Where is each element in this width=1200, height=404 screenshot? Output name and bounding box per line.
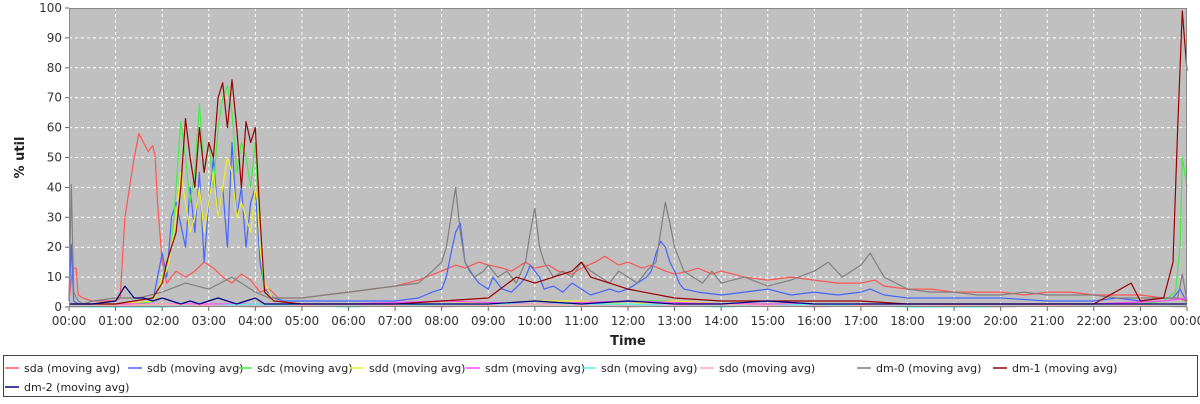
x-tick-label: 16:00 — [797, 314, 832, 328]
series-line-9 — [69, 285, 1187, 305]
legend-label: sdm (moving avg) — [485, 362, 585, 375]
x-tick-label: 15:00 — [750, 314, 785, 328]
x-tick-label: 14:00 — [704, 314, 739, 328]
series-line-1 — [68, 141, 1188, 305]
y-tick-label: 30 — [47, 210, 62, 224]
x-tick-label: 20:00 — [983, 314, 1018, 328]
y-tick-label: 50 — [47, 151, 62, 165]
x-tick-label: 07:00 — [378, 314, 413, 328]
y-tick-label: 20 — [47, 240, 62, 254]
x-tick-label: 09:00 — [471, 314, 506, 328]
x-tick-label: 03:00 — [191, 314, 226, 328]
y-tick-label: 80 — [47, 61, 62, 75]
x-tick-label: 21:00 — [1030, 314, 1065, 328]
y-tick-label: 10 — [47, 270, 62, 284]
x-tick-label: 19:00 — [937, 314, 972, 328]
x-tick-label: 10:00 — [518, 314, 553, 328]
x-tick-label: 06:00 — [331, 314, 366, 328]
legend-label: dm-2 (moving avg) — [24, 381, 129, 394]
x-tick-label: 23:00 — [1123, 314, 1158, 328]
legend-label: sdn (moving avg) — [601, 362, 697, 375]
legend-label: sdo (moving avg) — [719, 362, 815, 375]
legend-label: sda (moving avg) — [24, 362, 120, 375]
x-tick-label: 12:00 — [611, 314, 646, 328]
y-tick-label: 70 — [47, 91, 62, 105]
x-tick-label: 22:00 — [1077, 314, 1112, 328]
legend-label: sdd (moving avg) — [369, 362, 465, 375]
x-tick-label: 00:00 — [1170, 314, 1200, 328]
x-tick-label: 04:00 — [238, 314, 273, 328]
legend-frame — [3, 355, 1198, 397]
legend-label: dm-0 (moving avg) — [876, 362, 981, 375]
x-tick-label: 13:00 — [657, 314, 692, 328]
x-tick-label: 17:00 — [844, 314, 879, 328]
x-tick-label: 08:00 — [424, 314, 459, 328]
x-tick-label: 11:00 — [564, 314, 599, 328]
legend-label: dm-1 (moving avg) — [1012, 362, 1117, 375]
y-tick-label: 40 — [47, 180, 62, 194]
x-axis: 00:00 01:00 02:00 03:00 04:00 05:00 06:00 07:00… — [52, 307, 1200, 328]
x-tick-label: 05:00 — [285, 314, 320, 328]
legend: sda (moving avg) sdb (moving avg) sdc (mov… — [5, 362, 1117, 394]
legend-label: sdc (moving avg) — [257, 362, 353, 375]
y-tick-label: 60 — [47, 121, 62, 135]
x-tick-label: 00:00 — [52, 314, 87, 328]
y-axis: 0 10 20 30 40 50 60 70 80 90 100 — [39, 1, 69, 314]
x-tick-label: 02:00 — [145, 314, 180, 328]
plot-frame — [69, 8, 1187, 307]
x-axis-label: Time — [610, 334, 646, 349]
x-tick-label: 18:00 — [890, 314, 925, 328]
y-tick-label: 0 — [54, 300, 62, 314]
y-axis-label: % util — [13, 137, 28, 179]
legend-label: sdb (moving avg) — [147, 362, 243, 375]
y-tick-label: 100 — [39, 1, 62, 15]
y-tick-label: 90 — [47, 31, 62, 45]
x-tick-label: 01:00 — [98, 314, 133, 328]
